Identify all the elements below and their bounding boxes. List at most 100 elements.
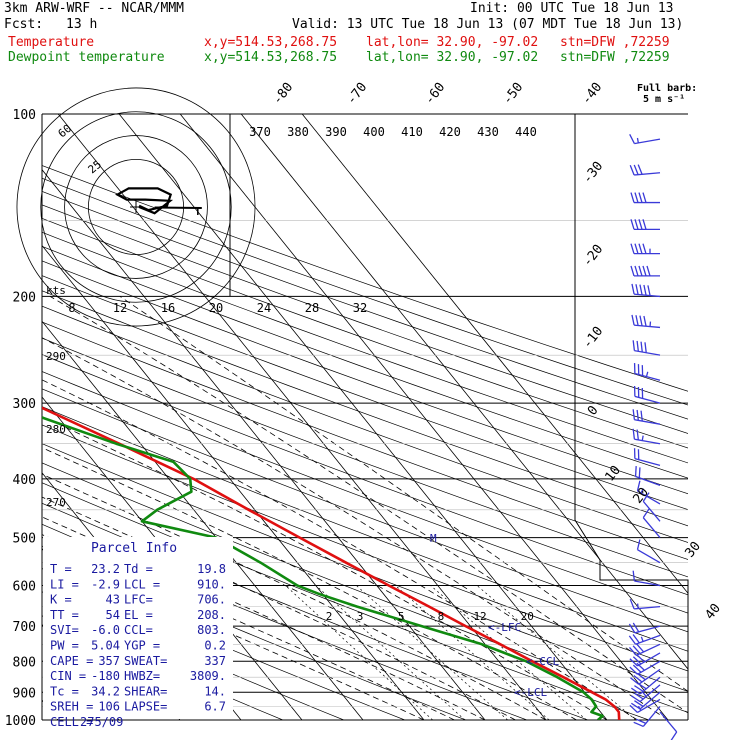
wind-barb-flag bbox=[634, 685, 644, 692]
wind-barb bbox=[629, 164, 661, 176]
isotherm-line bbox=[42, 244, 425, 720]
wind-barb-flag bbox=[645, 371, 649, 377]
wind-barb-flag bbox=[636, 662, 645, 671]
isotherm-label: -30 bbox=[580, 159, 606, 187]
wind-barb-flag bbox=[632, 570, 636, 582]
wind-barb-shaft bbox=[634, 438, 661, 445]
parcel-label: Td = bbox=[124, 562, 153, 576]
wind-barb-shaft bbox=[634, 457, 661, 466]
parcel-label: SREH = bbox=[50, 700, 93, 714]
pressure-label: 800 bbox=[13, 655, 36, 670]
parcel-value: 5.04 bbox=[91, 639, 120, 653]
hodograph-ring bbox=[40, 111, 232, 303]
wind-barb-flag bbox=[641, 435, 644, 441]
wind-barb bbox=[642, 492, 661, 522]
wind-barb-shaft bbox=[639, 676, 661, 695]
wind-barb-shaft bbox=[637, 660, 661, 675]
temperature-station: stn=DFW ,72259 bbox=[560, 35, 670, 50]
theta-label: 380 bbox=[287, 125, 309, 139]
wind-barbs bbox=[628, 133, 678, 740]
isotherm-label: -60 bbox=[422, 80, 448, 108]
parcel-label: SVI= bbox=[50, 623, 79, 637]
wind-barb-flag bbox=[642, 508, 650, 519]
init-time: Init: 00 UTC Tue 18 Jun 13 bbox=[470, 1, 674, 16]
kts-scale-label: 8 bbox=[68, 301, 75, 315]
wind-barb-flag bbox=[629, 704, 638, 713]
wind-barb-flag bbox=[638, 467, 641, 478]
mixing-ratio-label: 2 bbox=[326, 610, 333, 623]
el-marker: M bbox=[430, 532, 437, 545]
valid-time: Valid: 13 UTC Tue 18 Jun 13 (07 MDT Tue … bbox=[292, 17, 684, 32]
wind-barb-flag bbox=[632, 656, 642, 665]
parcel-value: 910. bbox=[197, 577, 226, 591]
wind-barb-flag bbox=[642, 265, 647, 277]
parcel-label: SWEAT= bbox=[124, 654, 167, 668]
kts-scale-label: 20 bbox=[209, 301, 223, 315]
wind-barb-flag bbox=[630, 677, 640, 685]
wind-barb bbox=[634, 465, 661, 486]
wind-barb-flag bbox=[642, 492, 650, 502]
wind-barb-flag bbox=[629, 165, 635, 176]
wind-barb-flag bbox=[639, 284, 643, 295]
wind-barb bbox=[628, 622, 661, 634]
wind-barb-shaft bbox=[639, 691, 661, 710]
wind-barb-flag bbox=[632, 664, 642, 673]
isotherm-label: -80 bbox=[270, 80, 296, 108]
kts-scale-label: 16 bbox=[161, 301, 175, 315]
wind-barb bbox=[636, 539, 661, 564]
isotherm-line bbox=[179, 114, 669, 720]
wind-barb-flag bbox=[632, 645, 641, 655]
wind-barb-flag bbox=[634, 692, 644, 700]
moist-adiabat bbox=[42, 447, 577, 720]
wind-barb bbox=[630, 243, 660, 255]
wind-barb-flag bbox=[631, 283, 635, 295]
parcel-value: 106 bbox=[98, 700, 120, 714]
wind-barb-flag bbox=[630, 265, 635, 277]
wind-barb-flag bbox=[638, 219, 643, 230]
wind-barb-flag bbox=[636, 409, 639, 421]
wind-barb-flag bbox=[647, 285, 651, 296]
wind-barb-shaft bbox=[642, 500, 661, 522]
isotherm-label: -50 bbox=[500, 80, 526, 108]
wind-barb-flag bbox=[632, 634, 640, 644]
wind-barb bbox=[630, 691, 661, 710]
parcel-label: CIN = bbox=[50, 669, 86, 683]
wind-barb-flag bbox=[633, 164, 639, 175]
wind-barb-flag bbox=[629, 658, 638, 667]
wind-barb bbox=[659, 711, 678, 740]
parcel-value: 0.2 bbox=[204, 639, 226, 653]
pressure-label: 400 bbox=[13, 473, 36, 488]
wind-barb-shaft bbox=[637, 549, 661, 564]
mixing-ratio-line bbox=[395, 585, 550, 720]
wind-barb bbox=[632, 428, 661, 445]
wind-barb-shaft bbox=[659, 711, 678, 733]
parcel-label: LI = bbox=[50, 577, 79, 591]
parcel-label: LFC= bbox=[124, 593, 153, 607]
wind-barb-flag bbox=[628, 635, 637, 645]
wind-barb-flag bbox=[643, 284, 647, 296]
wind-barb-flag bbox=[632, 409, 636, 420]
isotherm-label: 0 bbox=[585, 403, 602, 418]
wind-barb bbox=[629, 133, 661, 145]
hodograph-ring bbox=[16, 87, 256, 327]
kts-scale-label: 24 bbox=[257, 301, 271, 315]
wind-barb bbox=[632, 409, 661, 425]
wind-barb bbox=[629, 598, 661, 610]
wind-barb-flag bbox=[640, 488, 645, 494]
temperature-xy: x,y=514.53,268.75 bbox=[204, 35, 338, 50]
parcel-label: CAPE = bbox=[50, 654, 93, 668]
wind-barb bbox=[628, 634, 661, 645]
isotherm-line bbox=[301, 114, 688, 594]
isotherm-label: 40 bbox=[703, 601, 724, 623]
wind-barb-flag bbox=[638, 192, 643, 203]
mixing-ratio-line bbox=[356, 585, 508, 720]
pressure-label: 700 bbox=[13, 620, 36, 635]
wind-barb bbox=[629, 652, 661, 667]
isotherm-label: -70 bbox=[344, 80, 370, 108]
moist-adiabat bbox=[42, 416, 608, 720]
theta-label: 370 bbox=[249, 125, 271, 139]
parcel-label: SHEAR= bbox=[124, 684, 167, 698]
wind-barb bbox=[642, 508, 661, 538]
parcel-value: 706. bbox=[197, 593, 226, 607]
wind-barb-flag bbox=[632, 428, 636, 440]
